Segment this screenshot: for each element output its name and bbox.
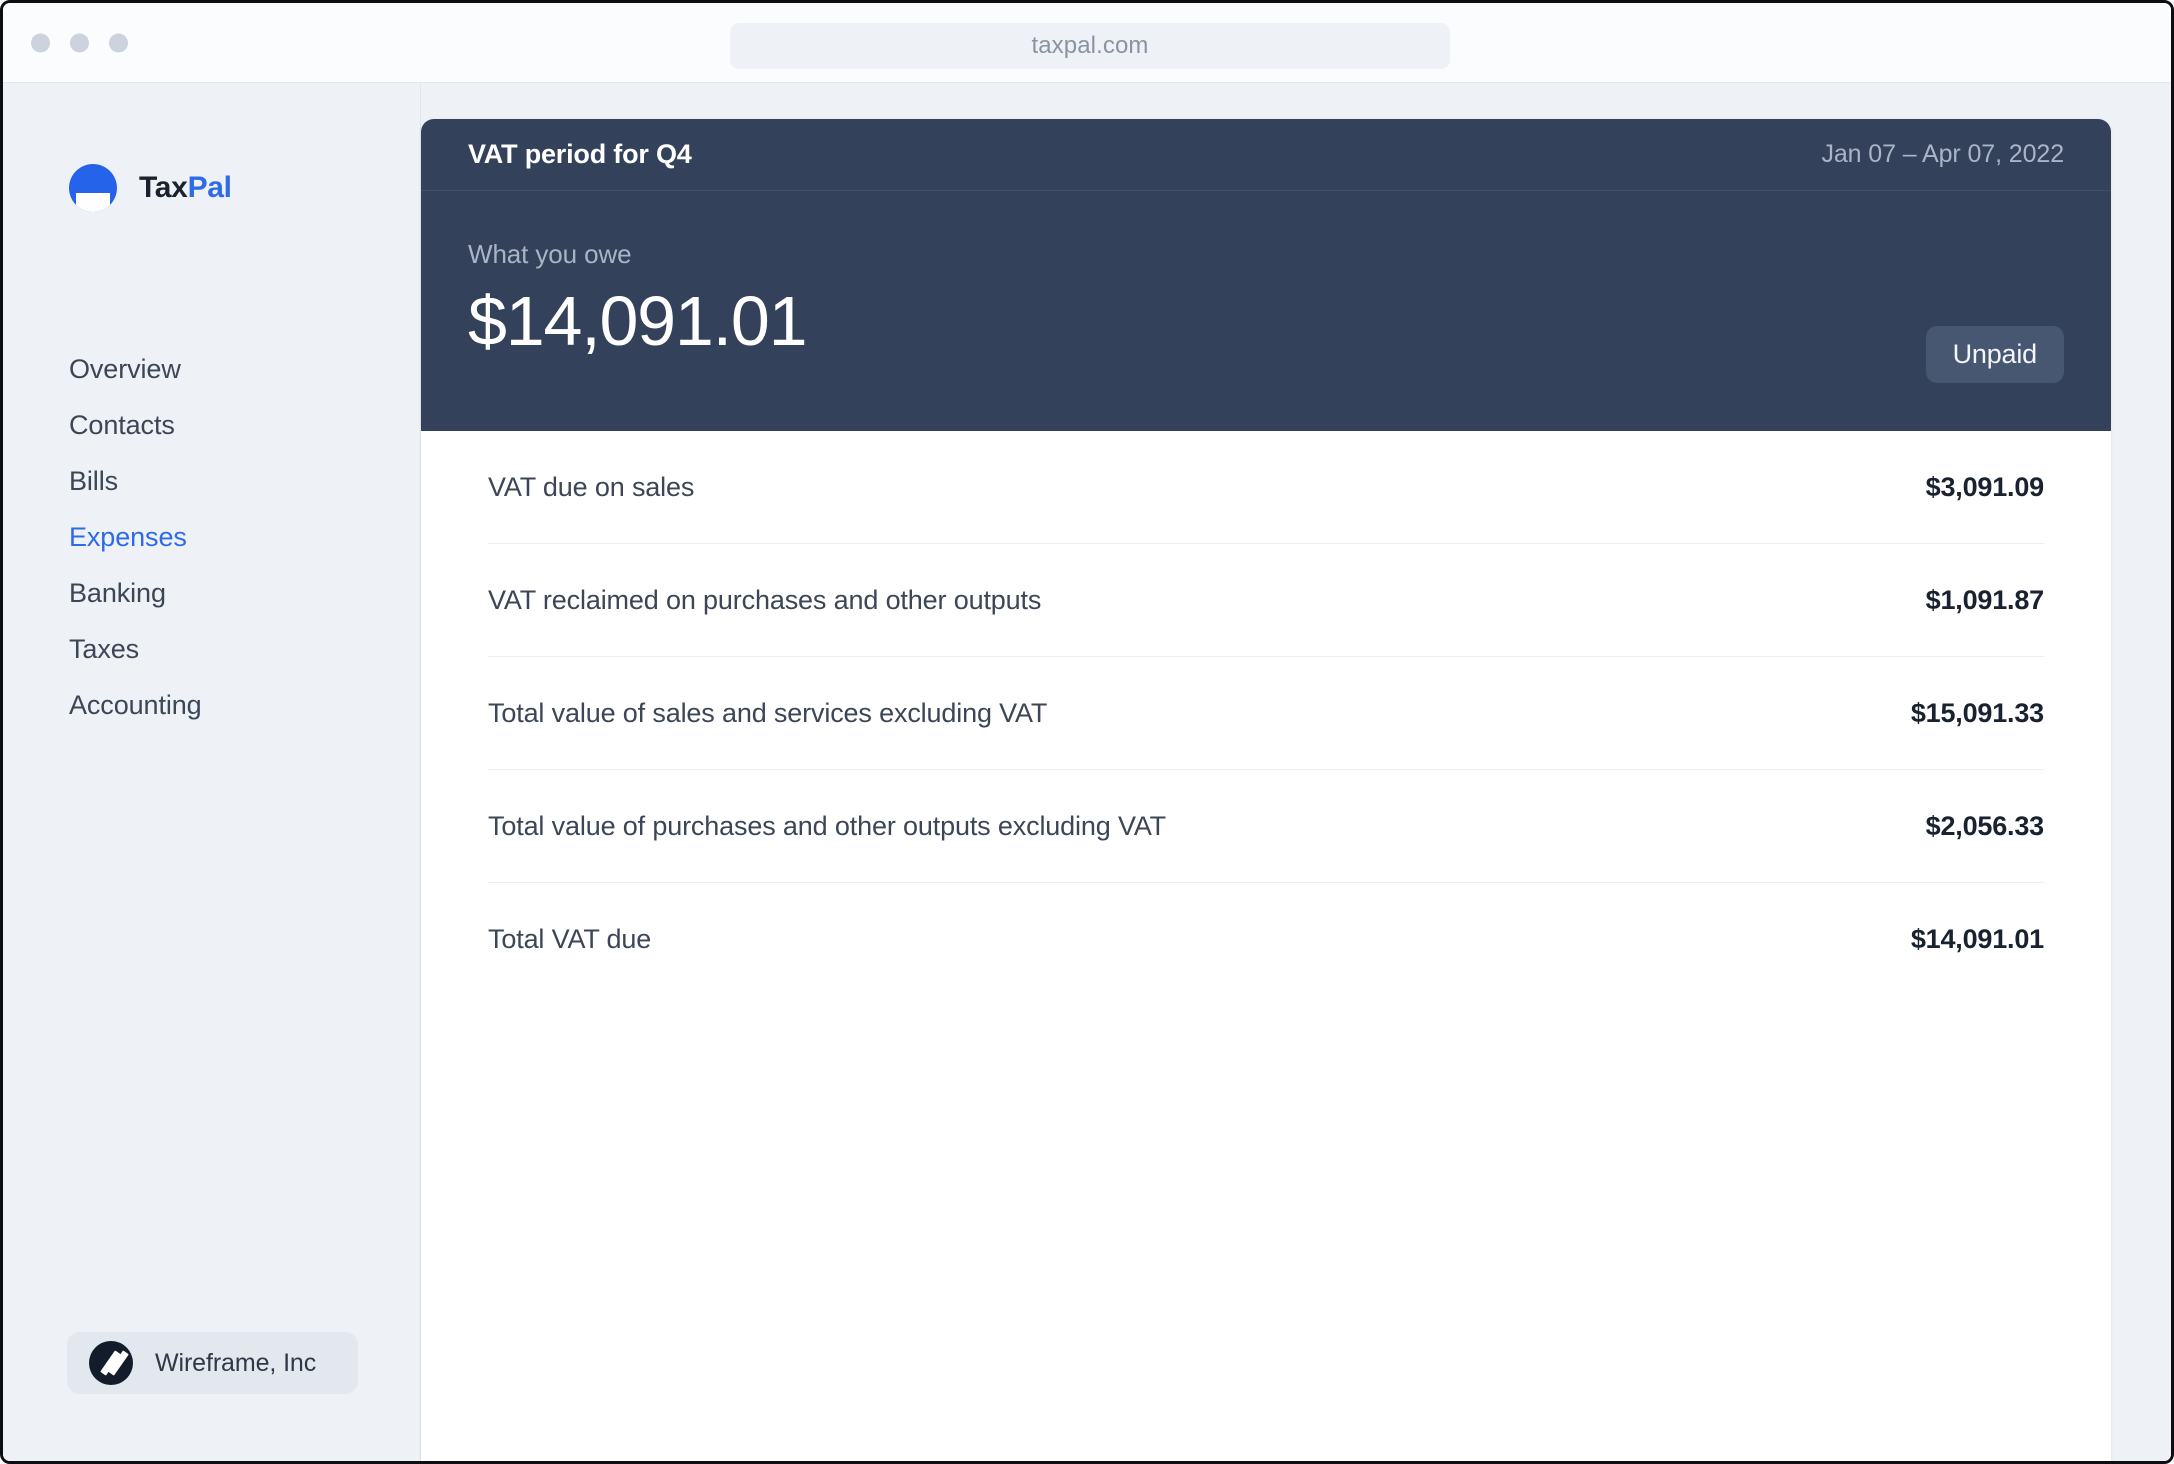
row-value: $1,091.87	[1925, 584, 2045, 615]
sidebar-item-accounting[interactable]: Accounting	[69, 690, 202, 720]
main-content: VAT period for Q4 Jan 07 – Apr 07, 2022 …	[421, 84, 2171, 1461]
taxpal-logo-icon	[69, 164, 117, 212]
wireframe-avatar-icon	[89, 1341, 133, 1385]
row-value: $3,091.09	[1925, 471, 2045, 502]
table-row: Total value of purchases and other outpu…	[488, 770, 2044, 883]
sidebar-item-bills[interactable]: Bills	[69, 466, 119, 496]
row-value: $14,091.01	[1910, 924, 2044, 954]
close-window-icon[interactable]	[31, 33, 50, 52]
sidebar: TaxPal Overview Contacts Bills Expenses …	[3, 84, 421, 1461]
row-value: $15,091.33	[1910, 697, 2044, 728]
browser-titlebar: taxpal.com	[3, 3, 2171, 83]
sidebar-item-expenses[interactable]: Expenses	[69, 522, 187, 552]
owe-label: What you owe	[468, 239, 632, 269]
brand[interactable]: TaxPal	[69, 164, 232, 212]
row-value: $2,056.33	[1925, 810, 2045, 841]
row-label: VAT due on sales	[488, 471, 695, 502]
maximize-window-icon[interactable]	[109, 33, 128, 52]
row-label: VAT reclaimed on purchases and other out…	[488, 584, 1042, 615]
sidebar-item-overview[interactable]: Overview	[69, 354, 181, 384]
row-label: Total value of sales and services exclud…	[488, 697, 1048, 728]
sidebar-item-taxes[interactable]: Taxes	[69, 634, 140, 664]
sidebar-item-contacts[interactable]: Contacts	[69, 410, 175, 440]
table-row: VAT reclaimed on purchases and other out…	[488, 544, 2044, 657]
minimize-window-icon[interactable]	[70, 33, 89, 52]
brand-name: TaxPal	[139, 171, 232, 205]
brand-name-dark: Tax	[139, 171, 188, 204]
table-row: Total VAT due $14,091.01	[488, 883, 2044, 996]
brand-name-accent: Pal	[187, 171, 232, 204]
organization-name: Wireframe, Inc	[155, 1348, 317, 1377]
row-label: Total VAT due	[488, 924, 652, 954]
period-range: Jan 07 – Apr 07, 2022	[1821, 140, 2064, 168]
vat-period-card: VAT period for Q4 Jan 07 – Apr 07, 2022 …	[421, 119, 2111, 1461]
card-header: VAT period for Q4 Jan 07 – Apr 07, 2022	[421, 119, 2111, 191]
sidebar-nav: Overview Contacts Bills Expenses Banking…	[69, 356, 202, 748]
owe-amount: $14,091.01	[468, 282, 808, 360]
page-title: VAT period for Q4	[468, 139, 692, 169]
row-label: Total value of purchases and other outpu…	[488, 810, 1167, 841]
organization-switcher[interactable]: Wireframe, Inc	[67, 1332, 358, 1394]
app-shell: TaxPal Overview Contacts Bills Expenses …	[3, 84, 2171, 1461]
owe-summary: What you owe $14,091.01 Unpaid	[421, 191, 2111, 431]
window-controls	[31, 33, 128, 52]
address-bar[interactable]: taxpal.com	[730, 23, 1450, 69]
url-text: taxpal.com	[1031, 32, 1149, 59]
sidebar-item-banking[interactable]: Banking	[69, 578, 166, 608]
table-row: VAT due on sales $3,091.09	[488, 431, 2044, 544]
vat-breakdown-table: VAT due on sales $3,091.09 VAT reclaimed…	[421, 431, 2111, 996]
status-badge[interactable]: Unpaid	[1925, 326, 2064, 383]
table-row: Total value of sales and services exclud…	[488, 657, 2044, 770]
